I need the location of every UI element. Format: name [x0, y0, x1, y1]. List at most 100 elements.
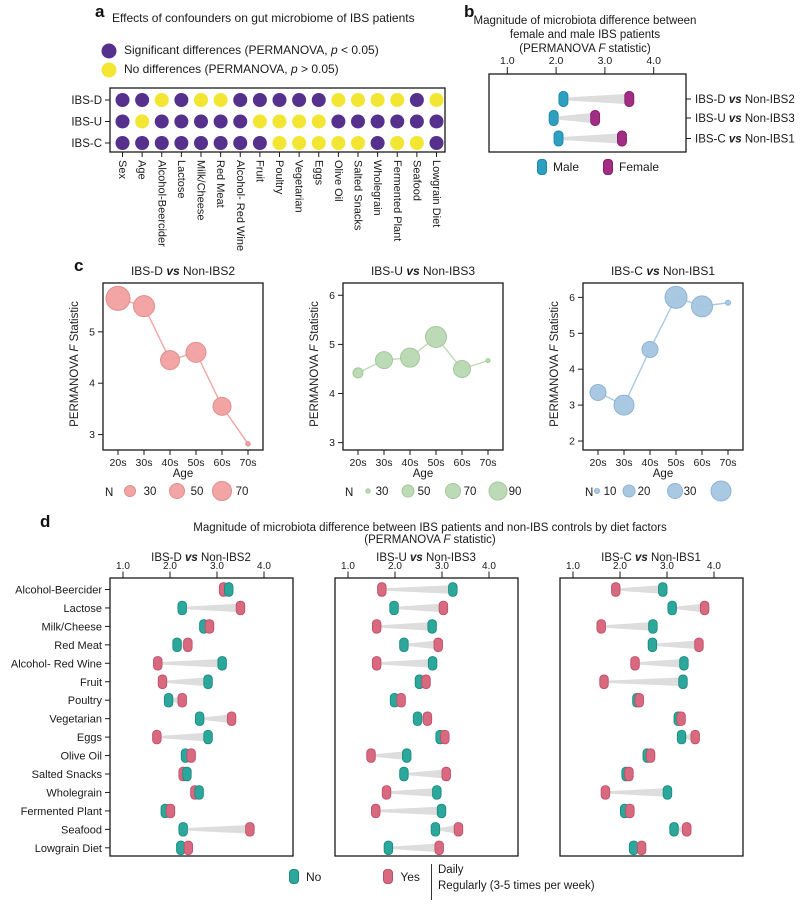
- matrix-dot: [252, 136, 267, 150]
- matrix-dot: [135, 114, 150, 129]
- no-marker: [389, 600, 399, 616]
- no-marker: [676, 729, 687, 745]
- yes-marker: [366, 748, 376, 763]
- yes-marker: [381, 785, 392, 800]
- no-marker: [628, 840, 639, 855]
- d-xtick-label: 2.0: [163, 561, 177, 572]
- c1-size-legend-bubble: [124, 485, 136, 497]
- yes-marker: [245, 822, 255, 837]
- c2-xtick-label: 20s: [350, 457, 367, 469]
- no-legend-swatch: [289, 869, 299, 884]
- b-row-label: IBS-D vs Non-IBS2: [695, 94, 795, 106]
- a-col-label: Sex: [116, 160, 128, 179]
- c3-plot-box: [582, 282, 744, 451]
- d-xtick-label: 3.0: [210, 561, 224, 572]
- c2-bubble: [352, 367, 364, 379]
- c2-xtick-label: 70s: [480, 457, 497, 469]
- matrix-dot: [429, 93, 444, 107]
- no-marker: [178, 822, 188, 837]
- d-xtick-label: 1.0: [116, 561, 130, 572]
- d1-title-pre: IBS-D: [151, 552, 185, 564]
- connector-band: [407, 640, 436, 650]
- connector-band: [676, 603, 702, 613]
- c3-bubble: [725, 299, 731, 306]
- a-col-label: Seafood: [410, 160, 422, 201]
- c2-ytick-label: 5: [329, 339, 335, 351]
- c1-xtick-label: 30s: [136, 457, 153, 469]
- connector-band: [398, 603, 441, 613]
- a-legend-nodiff-dot: [101, 62, 117, 78]
- panel-a-legend-significant: Significant differences (PERMANOVA, p < …: [124, 43, 379, 57]
- legend-sig-pre: Significant differences (PERMANOVA,: [124, 43, 331, 57]
- c2-size-legend-value: 90: [509, 486, 522, 498]
- d-title-post: statistic): [450, 534, 496, 546]
- d-category-label: Lowgrain Diet: [35, 843, 102, 855]
- legend-sig-post: < 0.05): [337, 43, 379, 57]
- female-legend-swatch: [603, 159, 614, 175]
- b-title-pre: (PERMANOVA: [519, 43, 599, 55]
- d-xtick-label: 4.0: [257, 561, 271, 572]
- matrix-dot: [292, 93, 307, 107]
- yes-marker: [235, 600, 246, 616]
- c1-title-pre: IBS-D: [130, 264, 167, 278]
- c3-size-legend-bubble: [710, 480, 732, 502]
- panel-a-letter: a: [95, 2, 105, 21]
- yes-marker: [694, 637, 704, 653]
- a-col-label: Fruit: [253, 160, 265, 182]
- yes-marker: [186, 748, 196, 763]
- c3-xtick-label: 50s: [668, 457, 685, 469]
- c1-size-legend-N: N: [105, 487, 113, 499]
- yes-marker: [226, 711, 237, 726]
- matrix-dot: [429, 114, 444, 129]
- c1-xlabel: Age: [172, 468, 194, 480]
- c1-bubble: [212, 396, 232, 416]
- yes-marker: [183, 637, 193, 653]
- c3-size-legend-bubble: [622, 484, 636, 498]
- c3-size-legend-value: 30: [684, 486, 697, 498]
- panel-b-title-line2: female and male IBS patients: [509, 29, 661, 41]
- a-col-label: Wholegrain: [371, 160, 383, 216]
- c2-bubble: [453, 359, 471, 378]
- connector-band: [639, 659, 681, 668]
- connector-band: [407, 769, 444, 779]
- yes-marker: [433, 637, 443, 653]
- b-title-post: statistic): [605, 43, 651, 55]
- yes-marker: [690, 729, 700, 745]
- c3-xtick-label: 40s: [642, 457, 659, 469]
- no-marker: [203, 674, 213, 689]
- matrix-dot: [135, 136, 150, 150]
- c2-bubble: [485, 358, 491, 364]
- d-category-label: Eggs: [77, 732, 103, 744]
- yes-marker: [422, 711, 433, 726]
- c1-size-legend-bubble: [169, 483, 185, 499]
- yes-marker: [630, 656, 640, 671]
- c3-size-legend-bubble: [667, 483, 683, 499]
- matrix-dot: [115, 114, 130, 129]
- matrix-dot: [311, 93, 326, 107]
- no-marker: [669, 822, 679, 837]
- c1-title-vs: vs: [166, 264, 180, 278]
- legend-ns-pre: No differences (PERMANOVA,: [124, 62, 291, 76]
- panel-b-title-line3: (PERMANOVA F statistic): [435, 42, 735, 56]
- no-marker: [678, 674, 688, 689]
- c2-size-legend-value: 50: [418, 486, 431, 498]
- legend-ns-p: p: [290, 62, 298, 76]
- matrix-dot: [331, 93, 346, 107]
- no-marker: [448, 582, 458, 597]
- matrix-dot: [311, 114, 326, 129]
- yes-marker: [676, 711, 686, 726]
- panel-d-title-line1: Magnitude of microbiota difference betwe…: [193, 522, 667, 534]
- no-marker: [224, 582, 234, 597]
- c2-title-pre: IBS-U: [370, 264, 407, 278]
- c2-bubble: [400, 347, 420, 368]
- no-marker: [658, 582, 668, 597]
- yes-marker: [438, 600, 449, 616]
- no-marker: [412, 711, 423, 726]
- matrix-dot: [174, 114, 189, 129]
- c1-bubble: [160, 350, 180, 371]
- no-marker: [648, 619, 658, 634]
- matrix-dot: [409, 136, 424, 150]
- c2-ylabel-F: F: [309, 344, 321, 352]
- no-marker: [402, 748, 412, 763]
- c1-title: IBS-D vs Non-IBS2: [73, 264, 293, 278]
